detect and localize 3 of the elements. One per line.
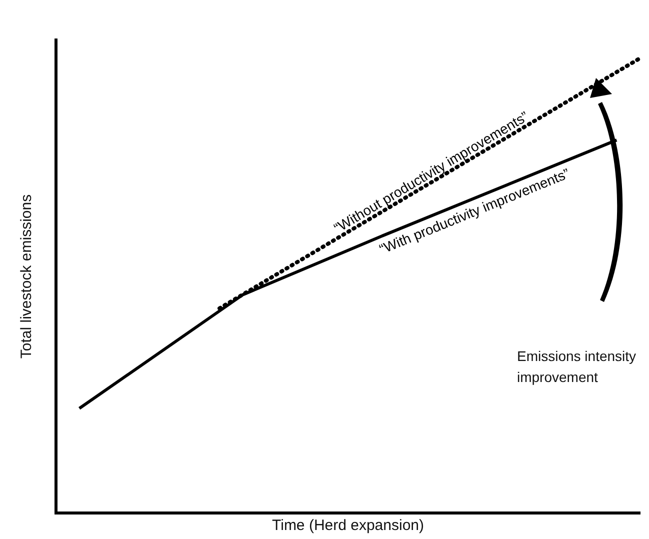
annotation: Emissions intensity improvement [517, 347, 638, 387]
x-axis-title: Time (Herd expansion) [272, 517, 424, 534]
y-axis-title: Total livestock emissions [18, 194, 36, 359]
